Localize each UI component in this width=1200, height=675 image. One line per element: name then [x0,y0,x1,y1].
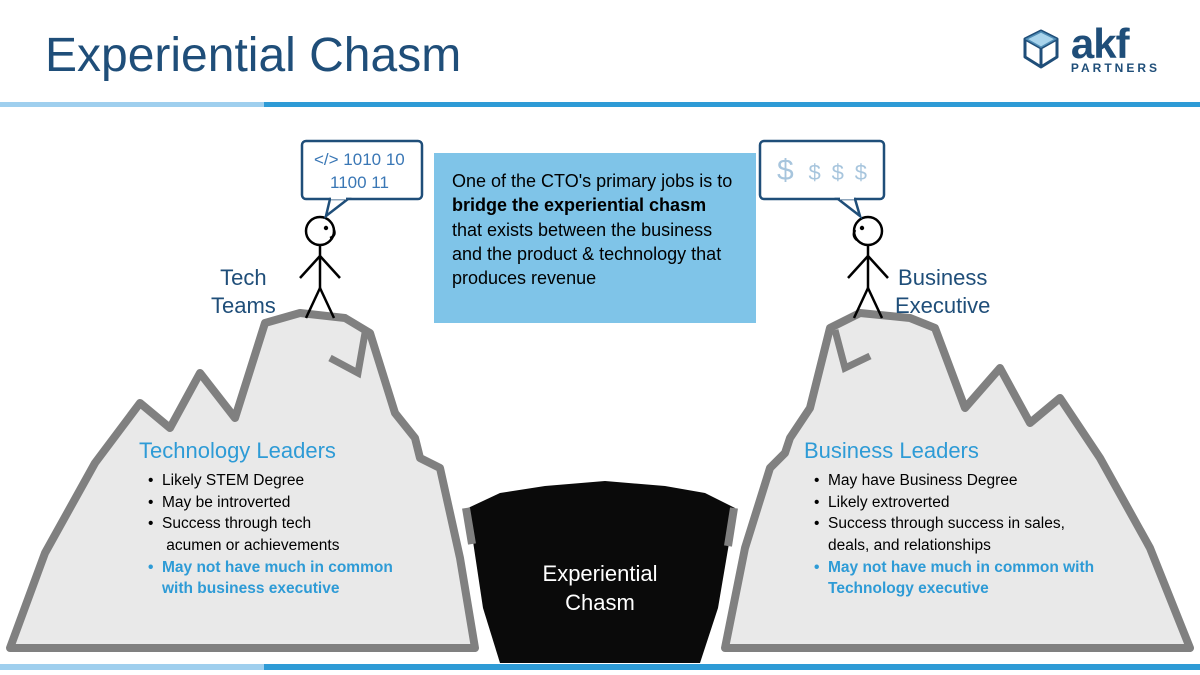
chasm-label: ExperientialChasm [510,560,690,617]
svg-text:$: $ [809,160,821,185]
business-leaders-list: May have Business DegreeLikely extrovert… [812,470,1094,600]
technology-leaders-list: Likely STEM DegreeMay be introvertedSucc… [146,470,393,600]
callout-bold: bridge the experiential chasm [452,195,706,215]
title-divider [0,102,1200,107]
akf-logo: akf PARTNERS [1019,25,1160,74]
list-item: Likely extroverted [812,492,1094,514]
bottom-divider [0,664,1200,670]
tech-stick-figure [300,217,340,318]
center-callout: One of the CTO's primary jobs is to brid… [434,153,756,323]
slide-title: Experiential Chasm [45,28,461,83]
business-stick-figure [848,217,888,318]
list-item: acumen or achievements [146,535,393,557]
technology-leaders-heading: Technology Leaders [139,438,336,464]
list-item: Success through success in sales, [812,513,1094,535]
list-item: May have Business Degree [812,470,1094,492]
list-item: May not have much in common [146,557,393,579]
business-executive-label: BusinessExecutive [895,264,990,319]
list-item: with business executive [146,578,393,600]
business-speech-bubble: $ $ $ $ [760,141,884,216]
logo-cube-icon [1019,27,1063,71]
tech-speech-bubble: </> 1010 10 1100 11 [302,141,422,216]
list-item: Success through tech [146,513,393,535]
business-leaders-heading: Business Leaders [804,438,979,464]
list-item: May be introverted [146,492,393,514]
callout-suffix: that exists between the business and the… [452,220,721,289]
logo-sub-text: PARTNERS [1071,63,1160,74]
logo-main-text: akf [1071,25,1160,63]
list-item: Technology executive [812,578,1094,600]
svg-text:$: $ [832,160,844,185]
svg-text:$: $ [777,154,794,187]
tech-teams-label: TechTeams [211,264,276,319]
list-item: Likely STEM Degree [146,470,393,492]
svg-text:1100 11: 1100 11 [330,173,389,192]
list-item: deals, and relationships [812,535,1094,557]
list-item: May not have much in common with [812,557,1094,579]
svg-text:$: $ [855,160,867,185]
callout-prefix: One of the CTO's primary jobs is to [452,171,732,191]
svg-text:</> 1010 10: </> 1010 10 [314,150,405,169]
